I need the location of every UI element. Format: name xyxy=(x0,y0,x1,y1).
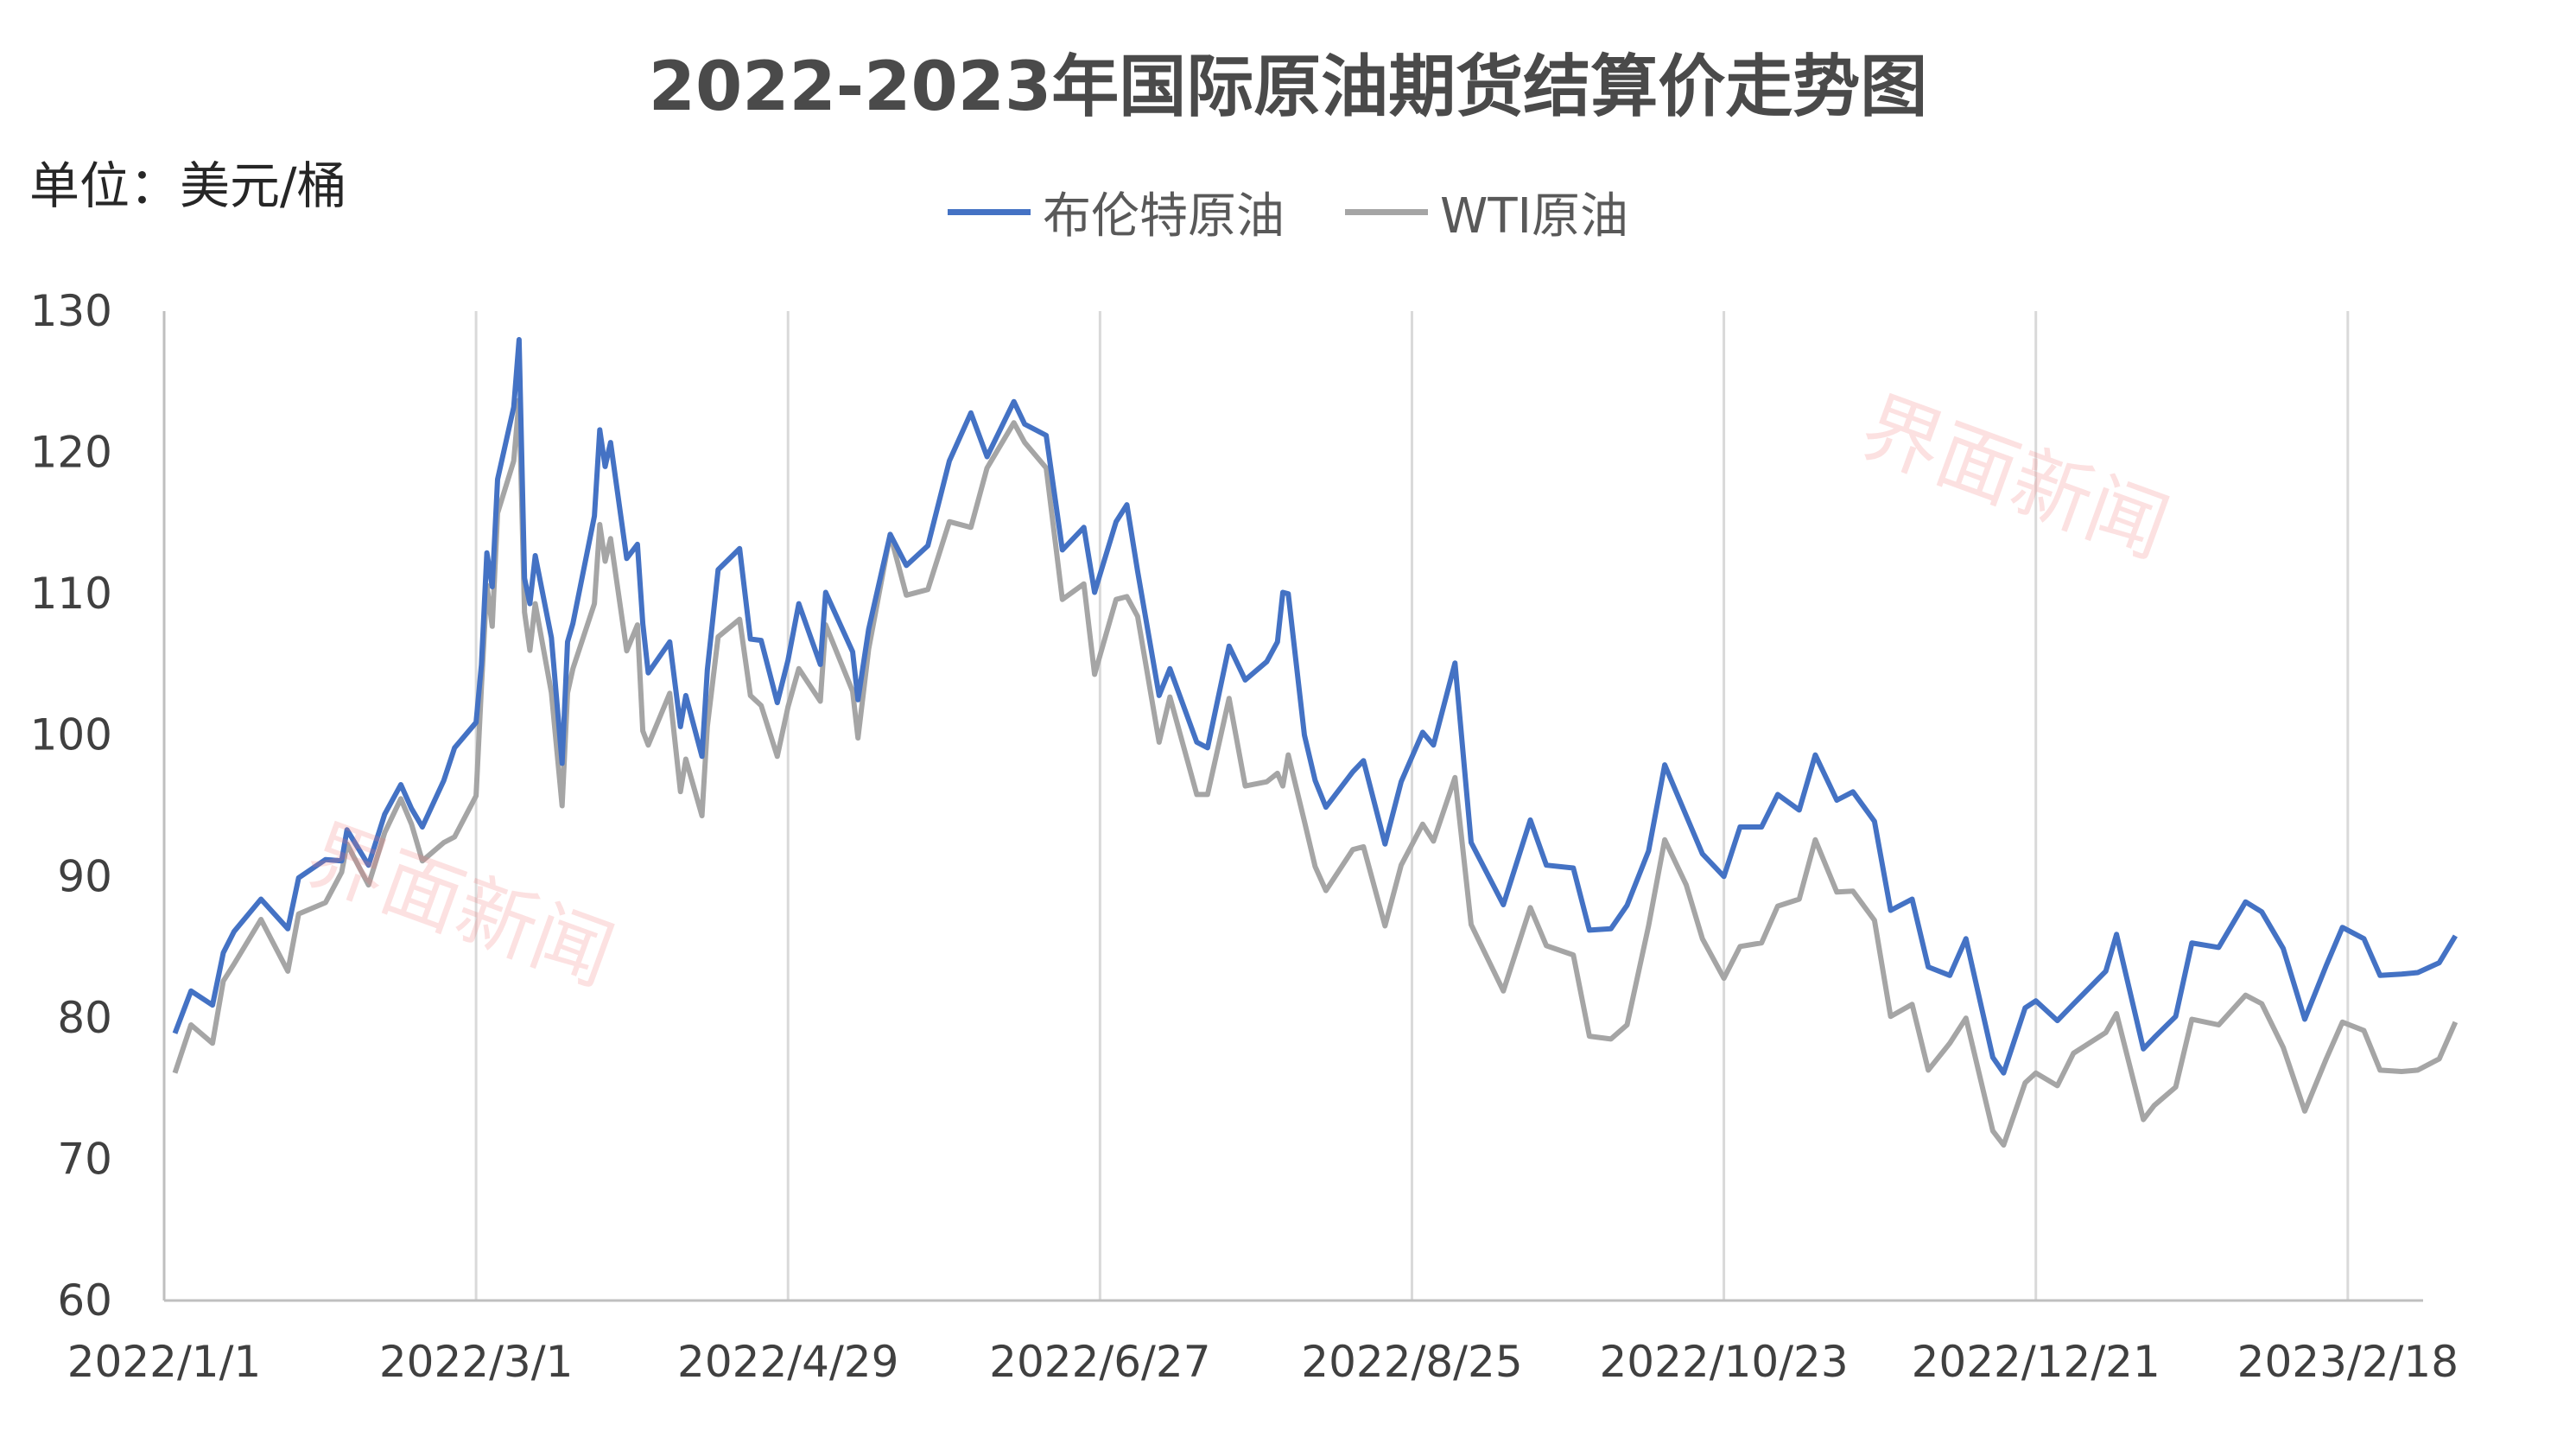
series-lines xyxy=(172,337,2459,1148)
y-tick-label: 130 xyxy=(30,286,112,336)
chart-title: 2022-2023年国际原油期货结算价走势图 xyxy=(648,48,1928,126)
y-tick-label: 120 xyxy=(30,428,112,478)
x-tick-label: 2022/8/25 xyxy=(1301,1337,1522,1387)
x-tick-label: 2022/6/27 xyxy=(989,1337,1210,1387)
y-tick-label: 110 xyxy=(30,569,112,619)
legend-label-brent: 布伦特原油 xyxy=(1042,188,1285,245)
y-tick-label: 60 xyxy=(57,1275,112,1326)
unit-label: 单位：美元/桶 xyxy=(29,156,347,215)
legend: 布伦特原油 WTI原油 xyxy=(0,177,2576,247)
grid-lines xyxy=(474,311,2350,1301)
x-tick-label: 2023/2/18 xyxy=(2237,1337,2459,1387)
x-tick-label: 2022/3/1 xyxy=(379,1337,574,1387)
x-tick-label: 2022/12/21 xyxy=(1912,1337,2160,1387)
axes xyxy=(162,311,2423,1302)
y-tick-label: 90 xyxy=(57,851,112,901)
legend-item-brent[interactable]: 布伦特原油 xyxy=(947,177,1285,247)
tick-labels: 2022/1/1 2022/3/1 2022/4/29 2022/6/27 2022/8… xyxy=(30,286,2459,1387)
legend-item-wti[interactable]: WTI原油 xyxy=(1344,177,1629,247)
y-tick-label: 100 xyxy=(30,710,112,760)
series-line-wti xyxy=(172,398,2459,1148)
x-tick-label: 2022/1/1 xyxy=(67,1337,262,1387)
x-tick-label: 2022/4/29 xyxy=(677,1337,898,1387)
y-tick-label: 70 xyxy=(57,1134,112,1184)
series-line-brent xyxy=(172,337,2458,1076)
x-tick-label: 2022/10/23 xyxy=(1600,1337,1849,1387)
y-tick-label: 80 xyxy=(57,993,112,1043)
legend-swatch-brent xyxy=(947,209,1031,215)
legend-swatch-wti xyxy=(1344,209,1428,215)
legend-label-wti: WTI原油 xyxy=(1439,188,1629,245)
